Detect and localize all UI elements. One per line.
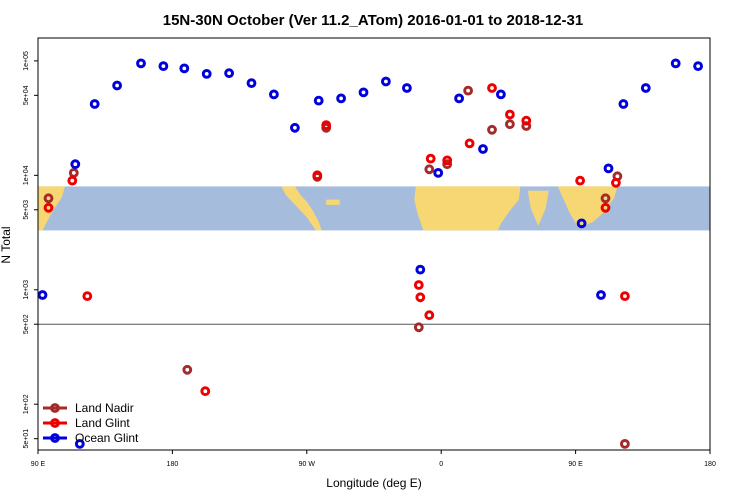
land-glint-point xyxy=(575,175,585,186)
land-glint-point xyxy=(82,291,93,302)
land-glint-point xyxy=(415,292,426,303)
ocean-glint-point xyxy=(415,264,426,275)
y-tick-label: 1e+02 xyxy=(23,394,30,414)
land-nadir-point xyxy=(463,85,474,96)
ocean-glint-point xyxy=(313,95,324,106)
landmass-africa xyxy=(414,186,521,231)
y-tick-label: 1e+04 xyxy=(23,165,30,185)
land-glint-point xyxy=(413,280,424,290)
land-nadir-point xyxy=(182,364,193,375)
ocean-glint-point xyxy=(224,68,235,79)
ocean-glint-point xyxy=(693,61,703,71)
land-glint-point xyxy=(521,115,532,126)
ocean-glint-point xyxy=(433,168,444,178)
ocean-glint-point xyxy=(618,99,629,109)
ocean-glint-point xyxy=(136,58,146,69)
land-glint-point xyxy=(200,386,211,397)
legend-marker-land-glint xyxy=(50,418,60,428)
x-tick-label: 180 xyxy=(167,461,179,468)
land-nadir-point xyxy=(424,164,435,175)
ocean-glint-point xyxy=(74,439,85,449)
land-glint-point xyxy=(424,310,435,321)
ocean-glint-point xyxy=(381,76,391,87)
x-axis-label: Longitude (deg E) xyxy=(326,476,421,490)
ocean-glint-point xyxy=(402,83,412,93)
land-glint-point xyxy=(464,138,475,149)
y-axis-label: N Total xyxy=(0,226,13,263)
ocean-glint-point xyxy=(640,83,651,93)
legend-label-land-nadir: Land Nadir xyxy=(75,401,134,415)
ocean-glint-point xyxy=(358,87,369,98)
x-tick-label: 90 E xyxy=(31,461,46,468)
data-points xyxy=(37,58,703,449)
landmass-india xyxy=(527,190,549,226)
land-glint-point xyxy=(67,175,78,186)
ocean-glint-point xyxy=(179,63,190,74)
land-nadir-point xyxy=(442,159,453,170)
land-glint-point xyxy=(611,177,621,188)
ocean-glint-point xyxy=(89,99,100,109)
land-nadir-point xyxy=(413,322,424,333)
land-nadir-point xyxy=(600,193,611,204)
land-nadir-point xyxy=(43,193,54,204)
land-glint-point xyxy=(43,202,54,213)
y-tick-label: 1e+05 xyxy=(23,51,30,71)
x-tick-label: 90 W xyxy=(299,461,316,468)
legend-marker-ocean-glint xyxy=(50,433,60,443)
legend-label-ocean-glint: Ocean Glint xyxy=(75,431,139,445)
y-tick-label: 5e+04 xyxy=(23,85,30,105)
land-glint-point xyxy=(505,109,515,120)
ocean-glint-point xyxy=(576,218,587,229)
ocean-glint-point xyxy=(670,58,681,69)
land-glint-point xyxy=(425,153,436,164)
land-nadir-point xyxy=(487,124,497,135)
y-tick-label: 5e+02 xyxy=(23,314,30,334)
chart-title: 15N-30N October (Ver 11.2_ATom) 2016-01-… xyxy=(163,12,583,29)
ocean-glint-point xyxy=(112,80,122,91)
x-axis: 90 E 180 90 W 0 90 E 180 xyxy=(31,450,716,468)
landmass-caribbean xyxy=(326,199,340,205)
land-glint-point xyxy=(620,291,630,302)
ocean-glint-point xyxy=(246,78,257,88)
land-glint-point xyxy=(312,170,323,181)
plot-frame xyxy=(37,37,711,451)
y-tick-label: 1e+03 xyxy=(23,280,30,300)
x-tick-label: 90 E xyxy=(568,461,583,468)
ocean-glint-point xyxy=(496,89,506,100)
x-tick-label: 0 xyxy=(439,461,443,468)
y-tick-label: 5e+03 xyxy=(23,200,30,220)
y-tick-label: 5e+01 xyxy=(23,429,30,449)
ocean-glint-point xyxy=(201,69,212,79)
legend-marker-land-nadir xyxy=(50,403,60,413)
land-glint-point xyxy=(442,155,453,166)
ocean-glint-point xyxy=(454,93,465,104)
ocean-glint-point xyxy=(158,61,169,71)
land-nadir-point xyxy=(620,439,630,449)
land-nadir-point xyxy=(68,168,79,178)
x-tick-label: 180 xyxy=(704,461,716,468)
land-glint-point xyxy=(487,83,497,93)
map-band xyxy=(38,186,710,231)
y-axis: 5e+01 1e+02 5e+02 1e+03 5e+03 1e+04 5e+04 1e+05 xyxy=(23,51,38,449)
ocean-glint-point xyxy=(336,93,347,104)
ocean-glint-point xyxy=(269,89,279,100)
legend-label-land-glint: Land Glint xyxy=(75,416,130,430)
land-glint-point xyxy=(600,202,611,213)
ocean-glint-point xyxy=(70,159,81,170)
ocean-glint-point xyxy=(478,144,488,154)
ocean-glint-point xyxy=(596,290,606,300)
ocean-glint-point xyxy=(37,290,48,300)
land-glint-point xyxy=(321,120,332,130)
ocean-glint-point xyxy=(290,122,300,133)
ocean-glint-point xyxy=(603,163,614,174)
land-nadir-point xyxy=(505,119,515,130)
landmass-north-america xyxy=(281,186,322,231)
